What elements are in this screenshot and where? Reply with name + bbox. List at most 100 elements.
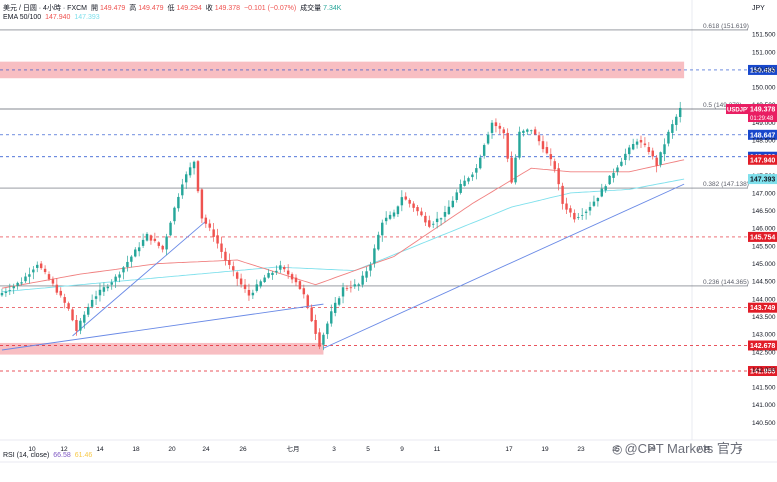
candle-body	[51, 279, 55, 284]
candle-body	[392, 212, 396, 217]
trendline-2	[72, 220, 207, 337]
candle-body	[185, 174, 188, 183]
candle-body	[153, 238, 157, 241]
x-tick-10: 9	[400, 446, 404, 453]
fib-0.618-label: 0.618 (151.619)	[703, 23, 749, 30]
y-tick-20: 141.500	[752, 385, 776, 392]
candle-body	[600, 188, 604, 197]
rsi-value: 66.58	[53, 452, 71, 459]
candle-body	[377, 234, 380, 250]
candle-body	[310, 307, 313, 322]
candle-body	[533, 129, 537, 135]
candle-body	[541, 141, 545, 150]
rsi-ma-value: 61.46	[74, 452, 93, 459]
close-label: 收	[205, 5, 213, 12]
y-tick-3: 150.000	[752, 85, 776, 92]
candle-body	[384, 217, 388, 222]
candle-body	[388, 214, 392, 219]
lvl-145754-tag	[748, 231, 777, 242]
y-tick-15: 144.000	[752, 296, 776, 303]
open-label: 開	[90, 5, 98, 12]
candle-body	[580, 215, 584, 216]
lvl-150485-tag-text: 150.485	[750, 67, 775, 74]
candle-body	[471, 174, 474, 178]
candle-body	[235, 272, 239, 279]
candle-body	[200, 189, 204, 219]
y-tick-17: 143.000	[752, 332, 776, 339]
candle-body	[663, 144, 666, 155]
candle-body	[220, 243, 223, 252]
watermark-text: @CPT Markets 官方	[624, 441, 743, 456]
currency-label: JPY	[752, 5, 765, 12]
candle-body	[365, 271, 368, 278]
lvl-142678-tag-text: 142.678	[750, 343, 775, 350]
candle-body	[4, 291, 8, 293]
camera-icon: ◎	[612, 442, 623, 456]
rsi-label: RSI (14, close)	[3, 452, 50, 459]
candle-body	[267, 273, 270, 278]
candle-body	[216, 235, 219, 244]
candle-body	[381, 222, 384, 236]
candle-body	[247, 290, 251, 296]
candle-body	[647, 147, 651, 152]
trendline-1	[323, 183, 685, 349]
candle-body	[279, 265, 282, 270]
candle-body	[306, 295, 309, 306]
candle-body	[494, 122, 498, 127]
candle-body	[0, 292, 4, 296]
y-tick-6: 148.500	[752, 138, 776, 145]
candle-body	[157, 242, 160, 246]
candle-body	[612, 172, 615, 178]
x-tick-17: 八月	[698, 445, 711, 453]
x-tick-15: 25	[612, 446, 620, 453]
candle-body	[439, 218, 443, 220]
candle-body	[283, 267, 286, 270]
candle-body	[592, 201, 596, 206]
candle-body	[275, 270, 278, 273]
candle-body	[177, 196, 180, 209]
ema-label: EMA 50/100	[3, 14, 42, 21]
candle-body	[302, 288, 306, 295]
x-tick-9: 5	[366, 446, 370, 453]
candle-body	[502, 129, 505, 134]
candle-body	[75, 320, 78, 331]
candle-body	[8, 290, 12, 291]
candle-body	[141, 239, 145, 246]
candle-body	[604, 186, 607, 191]
candle-body	[298, 281, 302, 289]
candle-body	[36, 264, 39, 268]
candle-body	[659, 152, 662, 165]
candle-body	[79, 320, 82, 331]
x-tick-18: 5	[738, 446, 742, 453]
candle-body	[635, 141, 639, 145]
candle-body	[86, 306, 90, 315]
ema50-line	[1, 159, 685, 289]
candle-body	[94, 296, 98, 299]
candle-body	[522, 130, 525, 133]
candle-body	[118, 274, 121, 278]
candle-body	[435, 218, 439, 223]
y-tick-16: 143.500	[752, 314, 776, 321]
candle-body	[106, 286, 110, 289]
candle-body	[114, 276, 117, 282]
candle-body	[498, 125, 502, 129]
candle-body	[181, 184, 184, 196]
candle-body	[102, 287, 106, 292]
fib-0.382-label: 0.382 (147.138)	[703, 181, 749, 188]
candle-body	[651, 150, 654, 157]
y-tick-0: 151.500	[752, 32, 776, 39]
candle-body	[404, 196, 407, 200]
x-tick-8: 3	[332, 446, 336, 453]
candle-body	[443, 212, 447, 217]
price-tag-symbol-text: USDJPY	[727, 108, 751, 114]
candle-body	[569, 208, 572, 213]
high-value: 149.479	[138, 5, 164, 12]
y-tick-13: 145.000	[752, 261, 776, 268]
candle-body	[369, 265, 372, 271]
candle-body	[624, 153, 627, 160]
volume-value: 7.34K	[323, 5, 342, 12]
lvl-150485-tag	[748, 64, 777, 75]
trendline-0	[1, 303, 324, 351]
candle-body	[122, 267, 125, 273]
